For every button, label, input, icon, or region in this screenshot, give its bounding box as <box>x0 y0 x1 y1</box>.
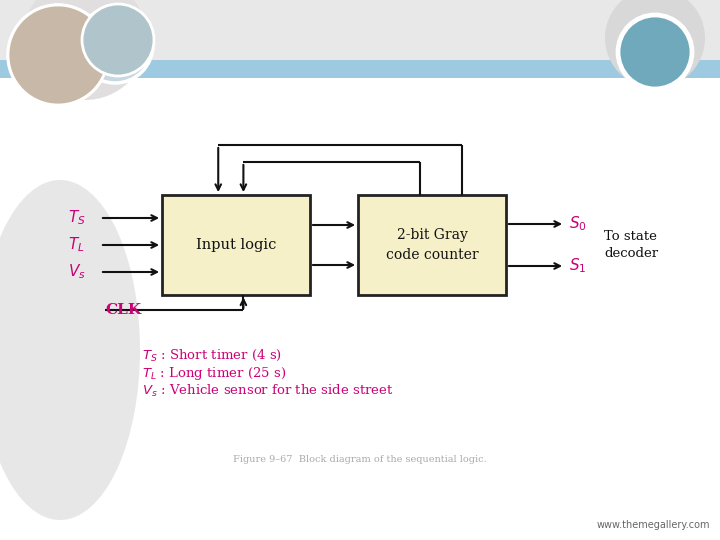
Text: 2-bit Gray
code counter: 2-bit Gray code counter <box>386 228 478 262</box>
Circle shape <box>605 0 705 88</box>
Circle shape <box>617 14 693 90</box>
Text: $T_S$: $T_S$ <box>68 208 86 227</box>
Text: CLK: CLK <box>105 303 141 317</box>
Text: $T_L$: $T_L$ <box>68 235 84 254</box>
Ellipse shape <box>0 180 140 520</box>
Text: $T_S$ : Short timer (4 s): $T_S$ : Short timer (4 s) <box>142 347 282 362</box>
Text: $T_L$ : Long timer (25 s): $T_L$ : Long timer (25 s) <box>142 364 286 381</box>
Text: To state
decoder: To state decoder <box>604 230 658 260</box>
Circle shape <box>8 5 108 105</box>
Text: Input logic: Input logic <box>196 238 276 252</box>
Circle shape <box>619 16 691 88</box>
Text: $S_1$: $S_1$ <box>569 256 586 275</box>
Bar <box>358 195 506 295</box>
Circle shape <box>23 0 147 100</box>
Circle shape <box>82 4 154 76</box>
Text: Figure 9–67  Block diagram of the sequential logic.: Figure 9–67 Block diagram of the sequent… <box>233 456 487 464</box>
Circle shape <box>8 5 108 105</box>
Bar <box>0 60 720 78</box>
Circle shape <box>77 7 153 83</box>
Text: www.themegallery.com: www.themegallery.com <box>596 520 710 530</box>
Text: $S_0$: $S_0$ <box>569 214 587 233</box>
Bar <box>162 195 310 295</box>
Text: $V_s$ : Vehicle sensor for the side street: $V_s$ : Vehicle sensor for the side stre… <box>142 383 394 399</box>
Text: $V_s$: $V_s$ <box>68 262 86 281</box>
Bar <box>0 0 720 60</box>
Bar <box>0 60 720 78</box>
